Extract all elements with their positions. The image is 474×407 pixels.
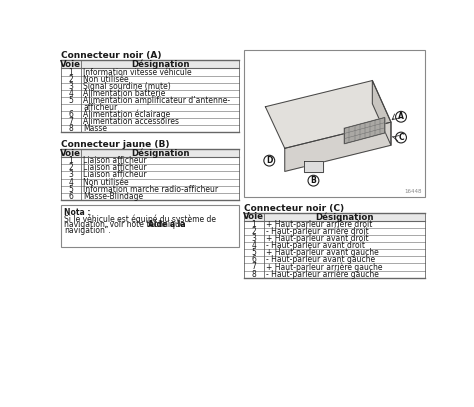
Polygon shape <box>345 118 385 144</box>
Text: Liaison afficheur: Liaison afficheur <box>83 163 147 173</box>
Text: D: D <box>266 156 273 165</box>
Text: - Haut-parleur arrière droit: - Haut-parleur arrière droit <box>266 227 369 236</box>
Text: Information vitesse véhicule: Information vitesse véhicule <box>83 68 192 77</box>
Bar <box>61 205 239 247</box>
Text: 2: 2 <box>251 227 256 236</box>
Text: 4: 4 <box>68 177 73 186</box>
Text: + Haut-parleur avant droit: + Haut-parleur avant droit <box>266 234 369 243</box>
Text: Non utilisée: Non utilisée <box>83 177 129 186</box>
Text: 7: 7 <box>68 117 73 126</box>
Text: - Haut-parleur arrière gauche: - Haut-parleur arrière gauche <box>266 269 379 279</box>
Text: Aide à la: Aide à la <box>147 220 185 229</box>
Bar <box>244 50 425 197</box>
Text: + Haut-parleur arrière droit: + Haut-parleur arrière droit <box>266 220 373 229</box>
Text: Alimentation batterie: Alimentation batterie <box>83 89 165 98</box>
Text: Alimentation amplificateur d’antenne-: Alimentation amplificateur d’antenne- <box>83 96 230 105</box>
Text: Connecteur jaune (B): Connecteur jaune (B) <box>61 140 169 149</box>
Text: Masse-Blindage: Masse-Blindage <box>83 192 144 201</box>
Text: 5: 5 <box>68 185 73 194</box>
Text: Désignation: Désignation <box>131 149 189 158</box>
Text: Voie: Voie <box>60 60 82 69</box>
Text: Voie: Voie <box>60 149 82 158</box>
Text: 3: 3 <box>251 234 256 243</box>
Text: Liaison afficheur: Liaison afficheur <box>83 156 147 165</box>
Text: 3: 3 <box>68 82 73 91</box>
Polygon shape <box>373 81 391 145</box>
Text: afficheur: afficheur <box>83 103 118 112</box>
Text: 6: 6 <box>68 110 73 119</box>
Text: Connecteur noir (C): Connecteur noir (C) <box>244 204 344 212</box>
Text: Non utilisée: Non utilisée <box>83 74 129 83</box>
Text: 1: 1 <box>69 156 73 165</box>
Bar <box>244 213 425 221</box>
Text: - Haut-parleur avant droit: - Haut-parleur avant droit <box>266 241 365 250</box>
Text: 5: 5 <box>251 248 256 257</box>
Text: 5: 5 <box>68 96 73 105</box>
Bar <box>61 60 239 68</box>
Text: - Haut-parleur avant gauche: - Haut-parleur avant gauche <box>266 256 375 265</box>
Text: navigation”.: navigation”. <box>64 225 110 234</box>
Text: 2: 2 <box>69 74 73 83</box>
Text: Liaison afficheur: Liaison afficheur <box>83 171 147 179</box>
Text: Masse: Masse <box>83 124 107 133</box>
Text: Si le véhicule est équipé du système de: Si le véhicule est équipé du système de <box>64 214 216 223</box>
Text: Information marche radio-afficheur: Information marche radio-afficheur <box>83 185 219 194</box>
Text: navigation, voir note technique “: navigation, voir note technique “ <box>64 220 191 229</box>
Bar <box>61 149 239 157</box>
Text: Connecteur noir (A): Connecteur noir (A) <box>61 51 161 60</box>
Text: 3: 3 <box>68 171 73 179</box>
Text: 7: 7 <box>251 263 256 271</box>
Polygon shape <box>265 81 391 148</box>
Text: Alimentation éclairage: Alimentation éclairage <box>83 110 171 119</box>
Polygon shape <box>285 122 391 171</box>
Text: + Haut-parleur arrière gauche: + Haut-parleur arrière gauche <box>266 262 383 272</box>
Text: A: A <box>398 112 404 121</box>
Text: 4: 4 <box>68 89 73 98</box>
Text: 1: 1 <box>251 220 256 229</box>
Text: Désignation: Désignation <box>131 60 189 69</box>
Text: 6: 6 <box>68 192 73 201</box>
Text: Nota :: Nota : <box>64 208 91 217</box>
Text: Désignation: Désignation <box>315 212 374 222</box>
Text: 16448: 16448 <box>404 188 422 194</box>
Text: C: C <box>398 133 404 142</box>
Text: 2: 2 <box>69 163 73 173</box>
Text: 1: 1 <box>69 68 73 77</box>
Text: + Haut-parleur avant gauche: + Haut-parleur avant gauche <box>266 248 379 257</box>
Polygon shape <box>304 162 323 172</box>
Text: 6: 6 <box>251 256 256 265</box>
Text: Alimentation accessoires: Alimentation accessoires <box>83 117 179 126</box>
Text: B: B <box>310 176 316 185</box>
Text: 4: 4 <box>251 241 256 250</box>
Text: 8: 8 <box>69 124 73 133</box>
Text: Voie: Voie <box>243 212 264 221</box>
Text: 8: 8 <box>251 269 256 278</box>
Text: Signal sourdine (mute): Signal sourdine (mute) <box>83 82 171 91</box>
